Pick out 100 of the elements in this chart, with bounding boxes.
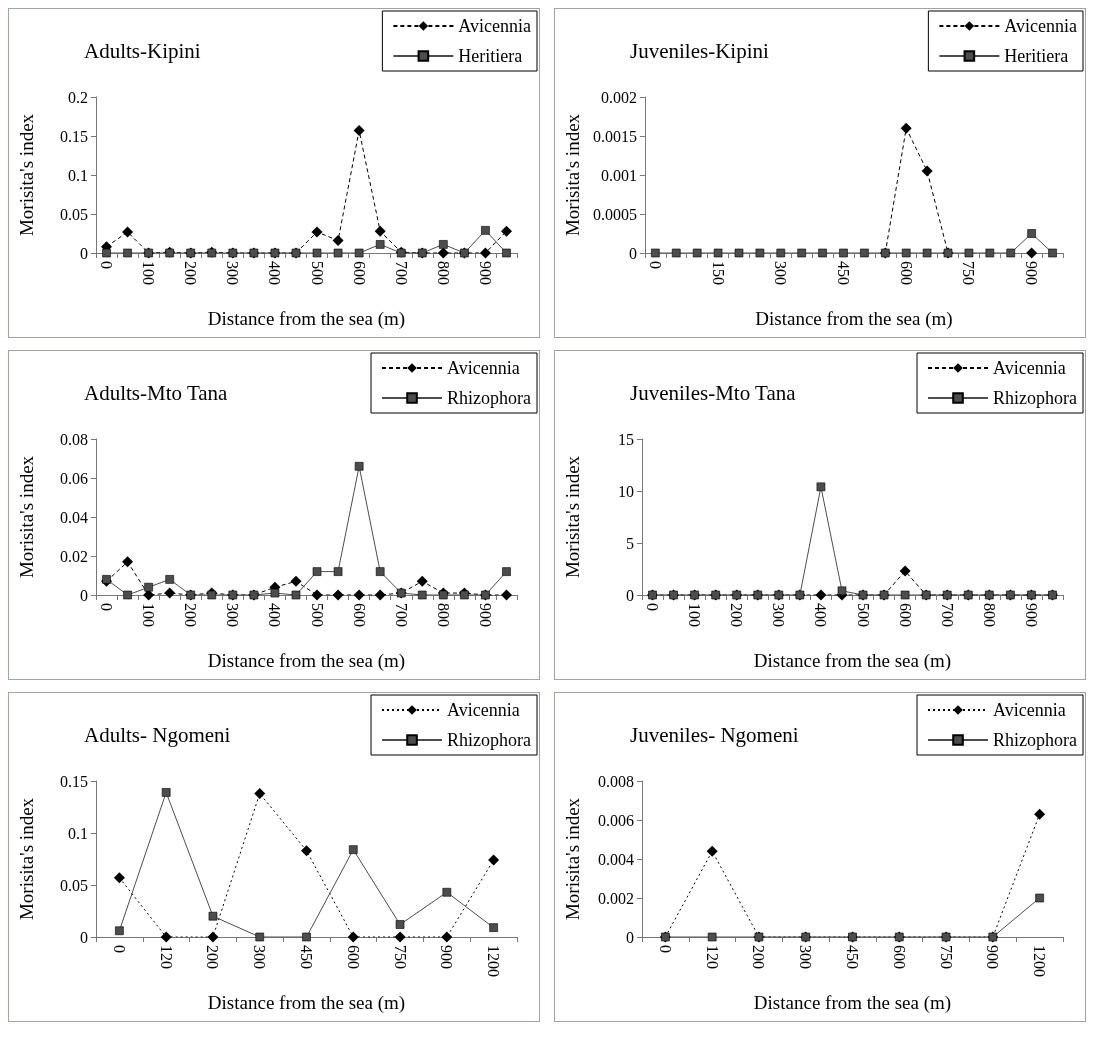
x-tick-label: 150 <box>709 261 727 285</box>
chart-title: Juveniles- Ngomeni <box>630 722 799 747</box>
y-tick-label: 0.008 <box>598 772 634 790</box>
x-tick-label: 600 <box>344 945 362 969</box>
x-tick-label: 120 <box>157 945 175 969</box>
y-tick-label: 0.1 <box>68 166 88 184</box>
x-axis-title: Distance from the sea (m) <box>755 308 953 330</box>
y-axis-title: Morisita's index <box>562 455 583 579</box>
x-tick-label: 1200 <box>1031 945 1049 977</box>
x-axis-title: Distance from the sea (m) <box>753 650 952 672</box>
chart-title: Juveniles-Kipini <box>630 38 769 63</box>
x-axis-title: Distance from the sea (m) <box>207 992 406 1014</box>
legend-label: Rhizophora <box>993 388 1078 408</box>
y-tick-label: 0.2 <box>68 88 88 106</box>
x-tick-label: 200 <box>204 945 222 969</box>
x-tick-label: 300 <box>772 261 790 285</box>
y-tick-label: 0.002 <box>598 889 634 907</box>
x-tick-label: 800 <box>434 261 452 285</box>
x-tick-label: 0 <box>98 261 116 269</box>
legend-label: Avicennia <box>993 358 1066 378</box>
x-tick-label: 0 <box>646 261 664 269</box>
x-tick-label: 450 <box>835 261 852 285</box>
x-tick-label: 200 <box>750 945 768 969</box>
x-tick-label: 750 <box>391 945 409 969</box>
chart-title: Adults-Mto Tana <box>84 380 229 405</box>
x-tick-label: 100 <box>140 603 158 627</box>
y-tick-label: 0.04 <box>60 508 88 526</box>
y-tick-label: 0.004 <box>598 850 634 868</box>
legend-label: Heritiera <box>458 46 523 66</box>
x-tick-label: 500 <box>854 603 872 627</box>
x-tick-label: 600 <box>890 945 908 969</box>
x-tick-label: 300 <box>224 603 242 627</box>
y-axis-title: Morisita's index <box>562 797 583 921</box>
y-tick-label: 0.02 <box>60 547 88 565</box>
x-tick-label: 200 <box>182 261 200 285</box>
y-tick-label: 0.05 <box>60 205 88 223</box>
y-tick-label: 0.15 <box>60 772 88 790</box>
chart-title: Adults-Kipini <box>84 38 201 63</box>
y-axis-title: Morisita's index <box>562 113 583 237</box>
legend-label: Avicennia <box>458 16 532 36</box>
x-tick-label: 900 <box>1022 603 1040 627</box>
x-tick-label: 120 <box>703 945 721 969</box>
x-tick-label: 450 <box>298 945 315 969</box>
x-axis-title: Distance from the sea (m) <box>753 992 952 1014</box>
y-tick-label: 0.06 <box>60 469 88 487</box>
x-tick-label: 1200 <box>485 945 503 977</box>
y-tick-label: 0.001 <box>600 166 637 184</box>
legend-label: Avicennia <box>447 700 520 720</box>
legend-label: Rhizophora <box>447 730 532 750</box>
x-tick-label: 200 <box>182 603 200 627</box>
legend-label: Rhizophora <box>447 388 532 408</box>
x-tick-label: 0 <box>644 603 662 611</box>
x-tick-label: 100 <box>686 603 704 627</box>
x-tick-label: 900 <box>476 603 494 627</box>
x-tick-label: 700 <box>392 603 410 627</box>
x-tick-label: 800 <box>980 603 998 627</box>
y-tick-label: 15 <box>618 430 634 448</box>
x-tick-label: 300 <box>770 603 788 627</box>
y-tick-label: 0.05 <box>60 876 88 894</box>
x-tick-label: 400 <box>266 261 284 285</box>
x-tick-label: 300 <box>251 945 269 969</box>
x-tick-label: 0 <box>656 945 674 953</box>
y-tick-label: 0.0015 <box>592 127 637 145</box>
y-tick-label: 0.006 <box>598 811 634 829</box>
legend-label: Avicennia <box>447 358 520 378</box>
y-tick-label: 0.0005 <box>592 205 637 223</box>
x-tick-label: 0 <box>110 945 128 953</box>
x-tick-label: 0 <box>98 603 116 611</box>
x-tick-label: 400 <box>266 603 284 627</box>
y-axis-title: Morisita's index <box>16 797 37 921</box>
x-tick-label: 200 <box>728 603 746 627</box>
legend-label: Avicennia <box>993 700 1066 720</box>
x-tick-label: 900 <box>984 945 1002 969</box>
x-tick-label: 600 <box>350 603 368 627</box>
y-axis-title: Morisita's index <box>16 455 37 579</box>
y-tick-label: 10 <box>618 482 634 500</box>
x-tick-label: 900 <box>438 945 456 969</box>
legend-label: Rhizophora <box>993 730 1078 750</box>
x-tick-label: 300 <box>224 261 242 285</box>
x-tick-label: 100 <box>140 261 158 285</box>
y-tick-label: 0.08 <box>60 430 88 448</box>
x-tick-label: 450 <box>844 945 861 969</box>
y-tick-label: 5 <box>626 534 634 552</box>
x-tick-label: 700 <box>392 261 410 285</box>
x-tick-label: 750 <box>960 261 978 285</box>
x-tick-label: 600 <box>896 603 914 627</box>
chart-title: Juveniles-Mto Tana <box>630 380 797 405</box>
y-axis-title: Morisita's index <box>16 113 37 237</box>
chart-title: Adults- Ngomeni <box>84 722 231 747</box>
legend-label: Heritiera <box>1004 46 1069 66</box>
x-tick-label: 500 <box>308 261 326 285</box>
x-tick-label: 700 <box>938 603 956 627</box>
x-axis-title: Distance from the sea (m) <box>207 650 406 672</box>
x-tick-label: 600 <box>350 261 368 285</box>
x-tick-label: 900 <box>1023 261 1041 285</box>
x-axis-title: Distance from the sea (m) <box>207 308 406 330</box>
x-tick-label: 900 <box>476 261 494 285</box>
x-tick-label: 300 <box>797 945 815 969</box>
x-tick-label: 500 <box>308 603 326 627</box>
y-tick-label: 0.1 <box>68 824 88 842</box>
